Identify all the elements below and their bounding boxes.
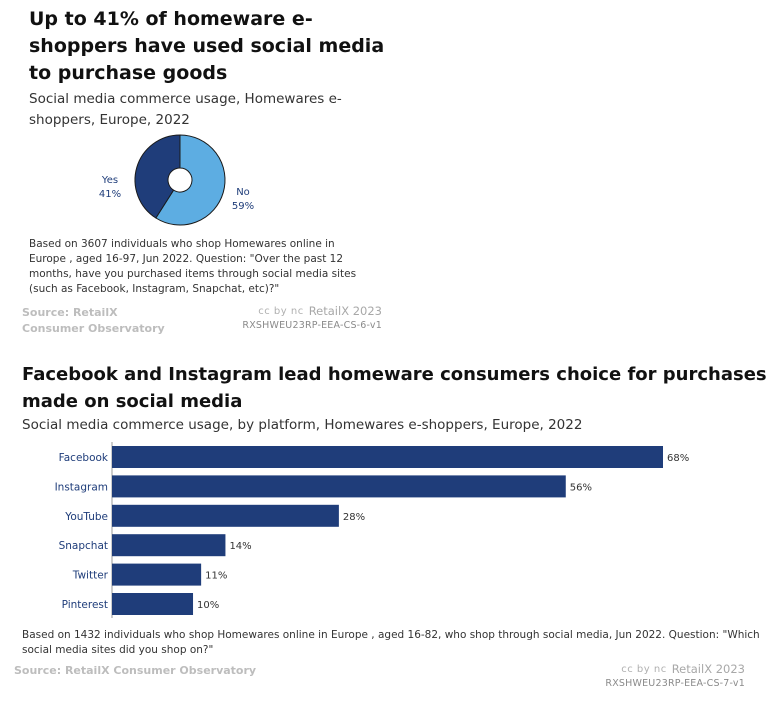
chart2-source: Source: RetailX Consumer Observatory bbox=[14, 664, 257, 677]
donut-label-yes: Yes bbox=[101, 175, 118, 186]
donut-chart: Yes 41% No 59% bbox=[99, 134, 254, 226]
bar-snapchat bbox=[112, 534, 226, 557]
chart1-license: cc by nc RetailX 2023 RXSHWEU23RP-EEA-CS… bbox=[232, 304, 382, 331]
donut-value-yes: 41% bbox=[99, 189, 121, 200]
bar-category-instagram: Instagram bbox=[55, 481, 108, 493]
chart2-subtitle: Social media commerce usage, by platform… bbox=[22, 417, 583, 433]
bar-category-facebook: Facebook bbox=[59, 452, 109, 464]
bar-pinterest bbox=[112, 593, 194, 615]
chart1-code: RXSHWEU23RP-EEA-CS-6-v1 bbox=[242, 320, 382, 331]
bar-value-snapchat: 14% bbox=[229, 541, 251, 552]
bar-value-pinterest: 10% bbox=[197, 600, 219, 611]
chart2-note: Based on 1432 individuals who shop Homew… bbox=[22, 629, 760, 656]
chart2-license: cc by nc RetailX 2023 RXSHWEU23RP-EEA-CS… bbox=[560, 662, 745, 689]
chart1-note: Based on 3607 individuals who shop Homew… bbox=[29, 238, 357, 295]
bar-youtube bbox=[112, 504, 339, 527]
cc-license-icon: cc by nc bbox=[621, 663, 667, 675]
bar-category-youtube: YouTube bbox=[64, 511, 108, 523]
chart1-source: Source: RetailX Consumer Observatory bbox=[22, 306, 165, 335]
bar-category-snapchat: Snapchat bbox=[59, 540, 108, 552]
cc-license-icon: cc by nc bbox=[258, 305, 304, 317]
chart1-subtitle: Social media commerce usage, Homewares e… bbox=[29, 91, 342, 128]
bar-chart: Facebook 68% Instagram 56% YouTube 28% Snapcha… bbox=[55, 442, 689, 618]
donut-slice-yes bbox=[134, 134, 181, 219]
chart2-brand: RetailX 2023 bbox=[671, 662, 745, 676]
bar-facebook bbox=[112, 446, 663, 468]
bar-instagram bbox=[112, 475, 566, 498]
donut-label-no: No bbox=[236, 187, 250, 198]
bar-category-pinterest: Pinterest bbox=[62, 599, 108, 611]
donut-slice-no bbox=[155, 134, 226, 226]
chart1-brand: RetailX 2023 bbox=[308, 304, 382, 318]
bar-value-twitter: 11% bbox=[205, 571, 227, 582]
bar-category-twitter: Twitter bbox=[72, 570, 109, 582]
bar-twitter bbox=[112, 563, 202, 586]
bar-value-facebook: 68% bbox=[667, 453, 689, 464]
bar-value-instagram: 56% bbox=[570, 482, 592, 493]
bar-value-youtube: 28% bbox=[343, 512, 365, 523]
chart2-title: Facebook and Instagram lead homeware con… bbox=[22, 364, 767, 412]
chart1-title: Up to 41% of homeware e-shoppers have us… bbox=[29, 8, 385, 84]
donut-value-no: 59% bbox=[232, 201, 254, 212]
chart2-code: RXSHWEU23RP-EEA-CS-7-v1 bbox=[605, 678, 745, 689]
